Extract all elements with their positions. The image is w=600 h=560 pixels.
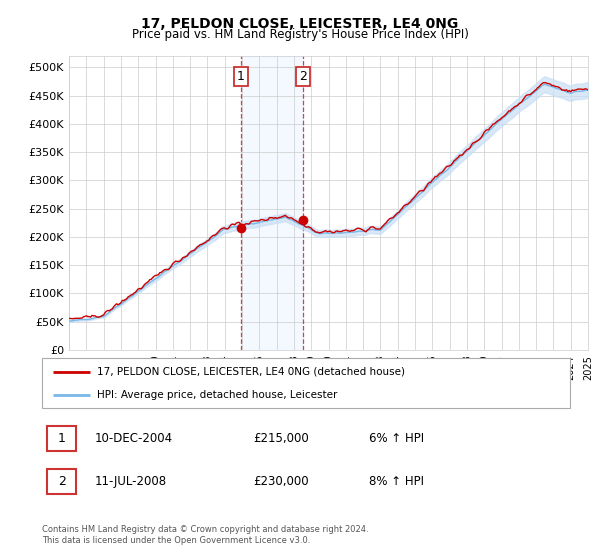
Text: £215,000: £215,000 <box>253 432 309 445</box>
Text: 1: 1 <box>58 432 66 445</box>
Text: £230,000: £230,000 <box>253 475 309 488</box>
Text: 6% ↑ HPI: 6% ↑ HPI <box>370 432 424 445</box>
Text: 11-JUL-2008: 11-JUL-2008 <box>95 475 167 488</box>
Text: Contains HM Land Registry data © Crown copyright and database right 2024.
This d: Contains HM Land Registry data © Crown c… <box>42 525 368 545</box>
Text: 17, PELDON CLOSE, LEICESTER, LE4 0NG: 17, PELDON CLOSE, LEICESTER, LE4 0NG <box>142 17 458 31</box>
FancyBboxPatch shape <box>47 426 76 451</box>
FancyBboxPatch shape <box>42 358 570 408</box>
Bar <box>241 56 303 350</box>
Text: 10-DEC-2004: 10-DEC-2004 <box>95 432 173 445</box>
Text: 2: 2 <box>58 475 66 488</box>
Text: Price paid vs. HM Land Registry's House Price Index (HPI): Price paid vs. HM Land Registry's House … <box>131 28 469 41</box>
Text: 2: 2 <box>299 70 307 83</box>
Text: 8% ↑ HPI: 8% ↑ HPI <box>370 475 424 488</box>
Text: HPI: Average price, detached house, Leicester: HPI: Average price, detached house, Leic… <box>97 390 338 400</box>
Text: 17, PELDON CLOSE, LEICESTER, LE4 0NG (detached house): 17, PELDON CLOSE, LEICESTER, LE4 0NG (de… <box>97 367 406 377</box>
FancyBboxPatch shape <box>47 469 76 494</box>
Text: 1: 1 <box>237 70 245 83</box>
